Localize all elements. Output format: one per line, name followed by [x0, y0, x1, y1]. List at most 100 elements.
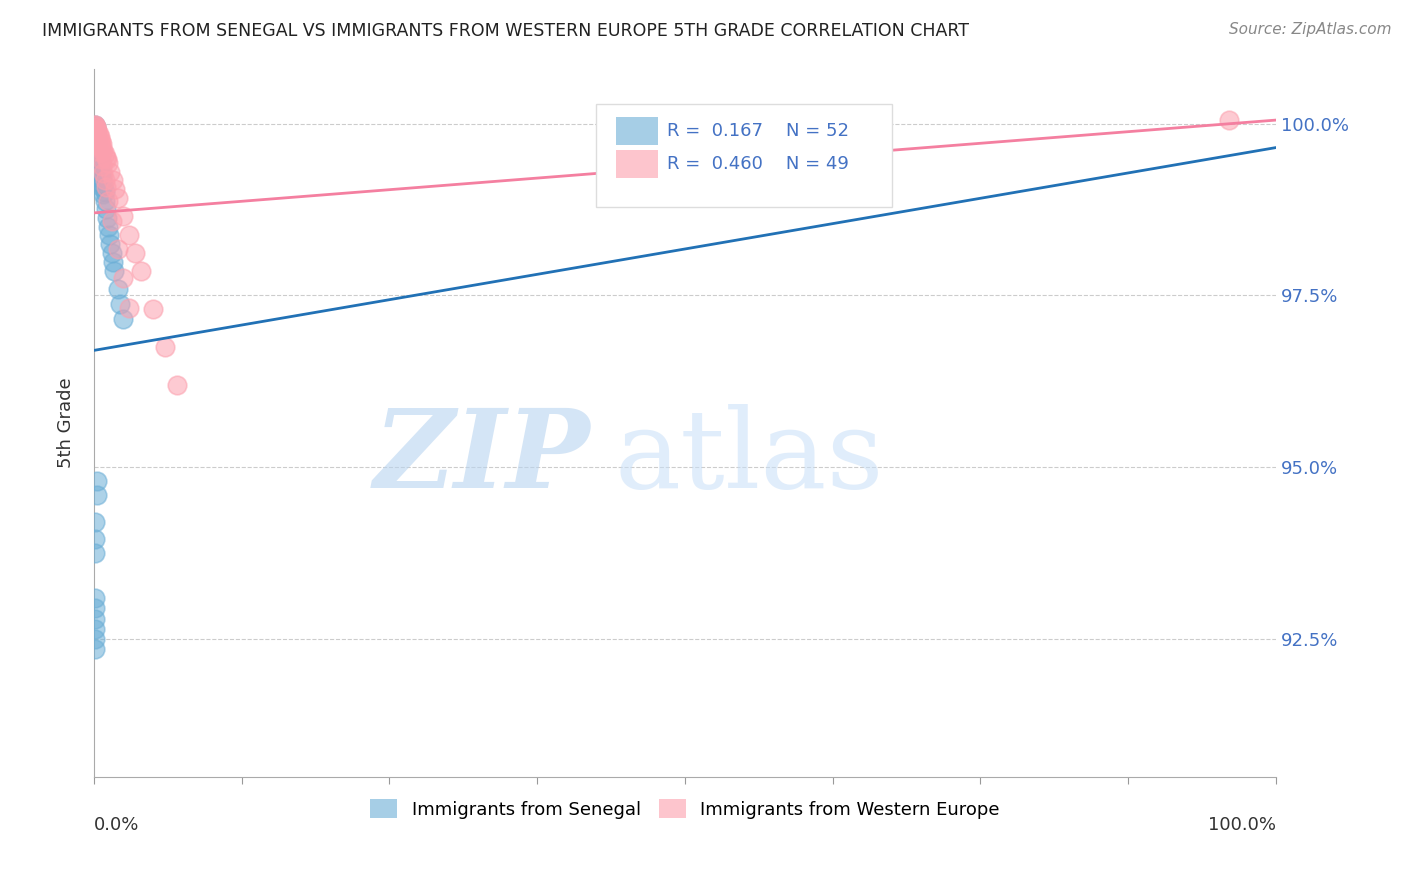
Point	[89, 137, 111, 152]
Point	[87, 144, 110, 158]
Point	[90, 164, 112, 178]
Point	[142, 302, 165, 317]
Point	[107, 281, 129, 295]
Point	[118, 301, 141, 315]
Point	[93, 194, 115, 208]
Point	[86, 145, 108, 160]
Point	[89, 154, 111, 169]
Point	[86, 131, 108, 145]
Point	[91, 179, 114, 194]
Point	[94, 202, 117, 217]
Point	[112, 210, 135, 224]
Point	[94, 151, 117, 165]
Point	[84, 127, 107, 141]
Point	[112, 271, 135, 285]
Point	[108, 296, 131, 310]
Point	[84, 591, 107, 605]
Point	[84, 120, 107, 134]
Point	[93, 147, 115, 161]
Point	[96, 153, 118, 167]
Point	[89, 168, 111, 182]
Point	[84, 120, 107, 134]
Text: ZIP: ZIP	[374, 404, 591, 512]
Point	[166, 377, 188, 392]
Point	[84, 642, 107, 657]
Point	[84, 515, 107, 529]
Point	[112, 312, 135, 326]
Point	[93, 186, 115, 200]
Point	[101, 173, 124, 187]
Point	[84, 131, 107, 145]
Point	[84, 123, 107, 137]
Point	[86, 130, 108, 145]
Point	[89, 130, 111, 145]
Text: IMMIGRANTS FROM SENEGAL VS IMMIGRANTS FROM WESTERN EUROPE 5TH GRADE CORRELATION : IMMIGRANTS FROM SENEGAL VS IMMIGRANTS FR…	[42, 22, 969, 40]
Point	[96, 211, 118, 226]
Bar	[616, 117, 658, 145]
Point	[84, 136, 107, 150]
Point	[84, 122, 107, 136]
Point	[87, 138, 110, 153]
Y-axis label: 5th Grade: 5th Grade	[58, 377, 75, 468]
Point	[84, 125, 107, 139]
Text: R =  0.460    N = 49: R = 0.460 N = 49	[668, 155, 849, 173]
Point	[87, 134, 110, 148]
Point	[84, 118, 107, 132]
Point	[129, 264, 152, 278]
Point	[86, 128, 108, 143]
Bar	[616, 150, 658, 178]
Point	[84, 125, 107, 139]
Point	[93, 143, 115, 157]
Point	[87, 127, 110, 141]
Point	[89, 161, 111, 176]
Point	[87, 158, 110, 172]
Point	[84, 622, 107, 636]
Point	[93, 186, 115, 201]
Text: R =  0.167    N = 52: R = 0.167 N = 52	[668, 122, 849, 140]
Point	[84, 533, 107, 547]
Point	[93, 173, 115, 187]
Point	[97, 219, 120, 234]
Point	[97, 194, 120, 208]
Point	[100, 236, 122, 251]
Point	[86, 488, 108, 502]
Point	[84, 632, 107, 647]
Point	[107, 191, 129, 205]
Point	[118, 227, 141, 242]
Point	[84, 127, 107, 141]
Text: atlas: atlas	[614, 404, 883, 511]
Point	[87, 137, 110, 152]
Point	[86, 140, 108, 154]
Point	[84, 120, 107, 134]
Point	[84, 546, 107, 560]
Point	[86, 123, 108, 137]
Point	[84, 138, 107, 153]
Point	[97, 156, 120, 170]
Point	[100, 164, 122, 178]
Point	[104, 182, 127, 196]
Point	[86, 134, 108, 148]
Point	[84, 118, 107, 132]
Point	[94, 179, 117, 194]
Point	[91, 137, 114, 152]
FancyBboxPatch shape	[596, 104, 891, 207]
Point	[101, 255, 124, 269]
Point	[84, 611, 107, 625]
Point	[91, 144, 114, 158]
Point	[90, 134, 112, 148]
Point	[91, 159, 114, 173]
Point	[103, 264, 125, 278]
Text: Source: ZipAtlas.com: Source: ZipAtlas.com	[1229, 22, 1392, 37]
Point	[84, 601, 107, 615]
Text: 100.0%: 100.0%	[1208, 815, 1277, 833]
Point	[87, 153, 110, 167]
Point	[86, 149, 108, 163]
Point	[93, 178, 115, 193]
Point	[89, 145, 111, 160]
Point	[90, 153, 112, 167]
Point	[84, 122, 107, 136]
Point	[84, 123, 107, 137]
Point	[86, 474, 108, 488]
Point	[1218, 113, 1240, 128]
Point	[124, 245, 146, 260]
